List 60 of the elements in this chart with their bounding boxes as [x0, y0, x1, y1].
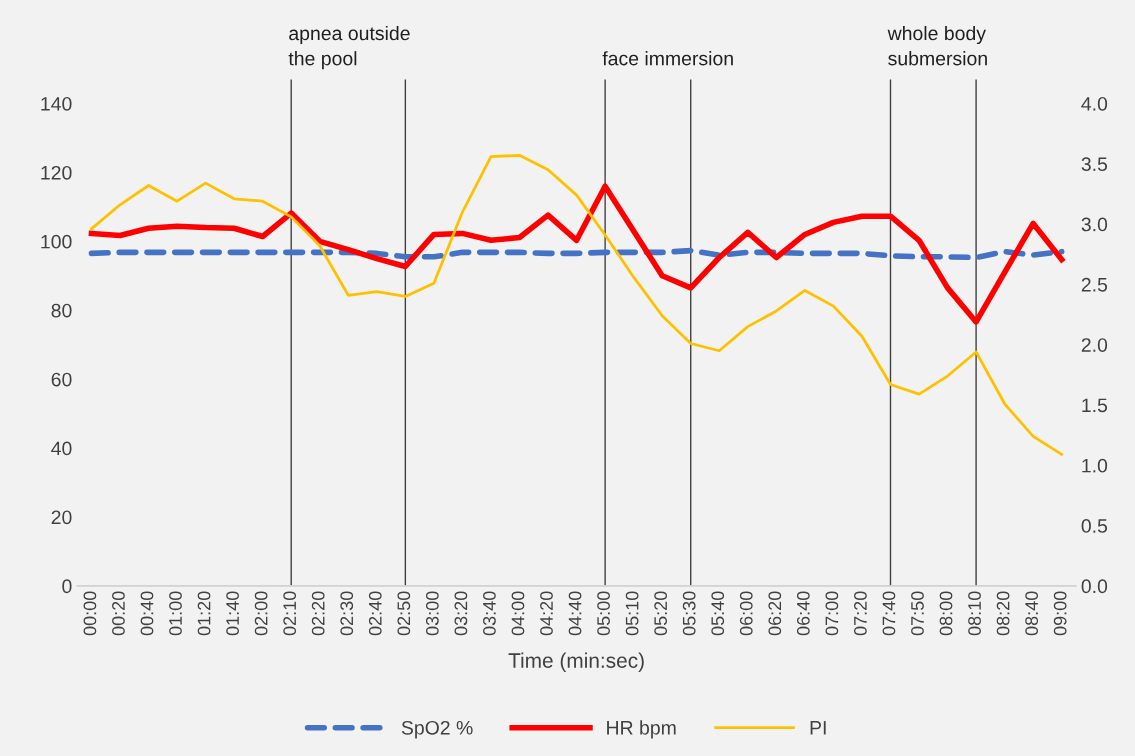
x-tick-label: 06:00 [739, 591, 753, 636]
y2-tick-label: 2.5 [1081, 277, 1108, 292]
y2-tick-label: 1.0 [1082, 458, 1108, 473]
x-tick-label: 07:20 [854, 591, 867, 636]
y2-tick-label: 3.5 [1081, 157, 1108, 172]
ref-line-label: apnea outside the pool [288, 25, 410, 70]
y2-tick-label: 1.5 [1082, 398, 1108, 413]
y2-tick-label: 4.0 [1081, 96, 1108, 111]
y2-tick-label: 0.0 [1081, 579, 1108, 594]
ref-line-label: whole body submersion [887, 25, 987, 66]
x-tick-label: 07:00 [825, 591, 839, 636]
x-tick-label: 04:40 [568, 591, 582, 636]
x-tick-label: 08:00 [939, 591, 953, 636]
x-tick-label: 02:10 [283, 591, 297, 636]
x-tick-label: 02:50 [397, 591, 411, 636]
x-tick-label: 07:40 [882, 591, 896, 636]
line-series [90, 153, 1064, 456]
x-tick-label: 02:20 [311, 591, 325, 636]
y-tick-label: 120 [41, 165, 72, 180]
x-tick-label: 02:40 [368, 591, 382, 636]
x-tick-label: 04:20 [540, 591, 553, 636]
y-tick-label: 40 [51, 441, 72, 456]
x-tick-label: 07:50 [911, 591, 924, 636]
x-tick-label: 03:20 [454, 591, 468, 636]
y-tick-label: 100 [41, 234, 72, 249]
x-tick-label: 06:20 [768, 591, 782, 636]
x-tick-label: 06:40 [796, 591, 810, 636]
x-tick-label: 04:00 [511, 591, 525, 636]
ref-line-label: face immersion [602, 51, 733, 66]
x-tick-label: 02:00 [254, 591, 268, 636]
x-tick-label: 08:40 [1025, 591, 1039, 636]
x-tick-label: 00:20 [112, 591, 125, 636]
y-tick-label: 60 [51, 372, 72, 387]
y-tick-label: 0 [62, 579, 72, 594]
x-tick-label: 03:00 [425, 591, 439, 636]
x-tick-label: 05:20 [654, 591, 668, 636]
x-tick-label: 05:10 [625, 591, 639, 636]
legend-label: PI [810, 721, 826, 735]
y2-tick-label: 2.0 [1081, 338, 1108, 352]
y2-tick-label: 0.5 [1081, 519, 1108, 533]
x-tick-label: 00:00 [83, 591, 97, 636]
x-tick-label: 05:30 [682, 591, 696, 636]
x-tick-label: 02:30 [340, 591, 354, 636]
x-tick-label: 01:40 [226, 591, 239, 636]
legend-label: SpO2 % [401, 720, 473, 739]
x-tick-label: 01:20 [197, 591, 211, 636]
x-tick-label: 01:00 [169, 591, 182, 636]
y2-tick-label: 3.0 [1081, 217, 1108, 232]
x-tick-label: 08:20 [996, 591, 1010, 636]
x-tick-label: 08:10 [968, 591, 981, 636]
y-tick-label: 140 [41, 96, 72, 111]
x-tick-label: 05:40 [711, 591, 725, 636]
x-tick-label: 03:40 [483, 591, 496, 636]
x-tick-label: 00:40 [140, 591, 154, 636]
y-tick-label: 80 [51, 303, 72, 318]
x-tick-label: 05:00 [597, 591, 610, 636]
legend-label: HR bpm [607, 720, 676, 739]
x-axis-title: Time (min:sec) [508, 652, 644, 673]
x-tick-label: 09:00 [1053, 591, 1067, 636]
y-tick-label: 20 [51, 510, 72, 525]
